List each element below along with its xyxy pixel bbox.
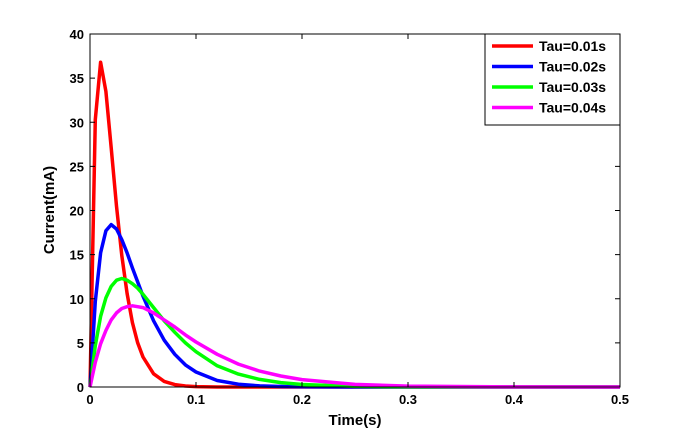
x-tick-label: 0.3 (399, 392, 417, 407)
series-line-4 (88, 304, 621, 389)
y-tick-label: 15 (70, 248, 84, 263)
y-axis-label: Current(mA) (41, 166, 58, 254)
y-tick-label: 10 (70, 292, 84, 307)
x-axis-label: Time(s) (328, 412, 381, 429)
legend-box (484, 33, 621, 126)
y-tick-label: 40 (70, 27, 84, 42)
legend-label-2: Tau=0.02s (539, 59, 606, 75)
y-tick-label: 25 (70, 159, 84, 174)
x-tick-label: 0.4 (505, 392, 524, 407)
legend-label-1: Tau=0.01s (539, 38, 606, 54)
series-line-3 (88, 276, 620, 389)
legend: Tau=0.01s Tau=0.02s Tau=0.03s Tau=0.04s (484, 33, 621, 126)
legend-label-3: Tau=0.03s (539, 79, 606, 95)
x-tick-label: 0.2 (293, 392, 311, 407)
x-tick-label: 0 (86, 392, 93, 407)
series-line-2 (88, 222, 620, 389)
y-tick-label: 5 (77, 336, 84, 351)
axis-ticks: 0 0.1 0.2 0.3 0.4 0.5 0 5 10 15 20 25 30 35 40 (70, 27, 630, 407)
y-tick-label: 35 (70, 71, 84, 86)
x-tick-label: 0.5 (611, 392, 629, 407)
y-tick-label: 20 (70, 204, 84, 219)
y-tick-label: 0 (77, 380, 84, 395)
legend-label-4: Tau=0.04s (539, 100, 606, 116)
x-tick-label: 0.1 (187, 392, 205, 407)
y-tick-label: 30 (70, 115, 84, 130)
